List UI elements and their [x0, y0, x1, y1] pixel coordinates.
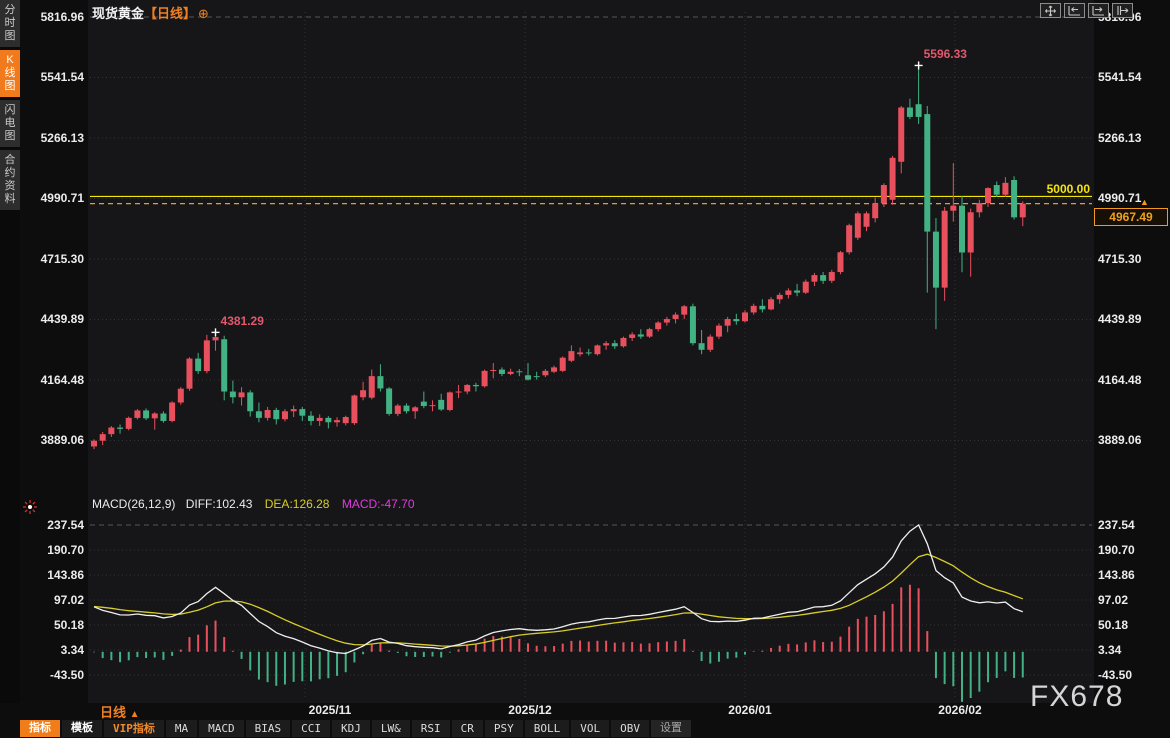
macd-axis-label: -43.50 [49, 667, 84, 682]
toolbar-button-2[interactable]: VIP指标 [104, 720, 164, 737]
resistance-line-label: 5000.00 [1046, 182, 1090, 197]
macd-readout: MACD(26,12,9) DIFF:102.43 DEA:126.28 MAC… [92, 497, 415, 511]
x-axis-label: 2026/01 [728, 703, 772, 717]
price-axis-label: 4439.89 [1098, 312, 1142, 326]
price-axis-label: 3889.06 [40, 433, 84, 447]
macd-axis-label: 190.70 [47, 542, 84, 557]
toolbar-button-8[interactable]: LW& [371, 720, 410, 737]
chevron-up-icon: ▲ [129, 709, 140, 720]
toolbar-button-11[interactable]: PSY [484, 720, 523, 737]
toolbar-button-5[interactable]: BIAS [245, 720, 291, 737]
price-axis-label: 3889.06 [1098, 433, 1142, 447]
pan-icon[interactable] [1040, 3, 1061, 18]
toolbar-button-14[interactable]: OBV [611, 720, 649, 737]
macd-axis-label: 3.34 [1098, 642, 1122, 657]
sidebar-tab-0[interactable]: 分时图 [0, 0, 20, 47]
toolbar-button-0[interactable]: 指标 [20, 720, 60, 737]
price-axis-label: 4439.89 [40, 312, 84, 326]
compress-x-axis-icon[interactable] [1064, 3, 1085, 18]
toolbar-button-7[interactable]: KDJ [332, 720, 370, 737]
last-price-badge: 4967.49 [1094, 207, 1168, 226]
macd-axis-label: -43.50 [1098, 667, 1133, 682]
macd-axis-label: 97.02 [1098, 592, 1129, 607]
macd-axis-label: 237.54 [1098, 517, 1135, 532]
x-axis-label: 2025/12 [508, 703, 552, 717]
toolbar-button-12[interactable]: BOLL [524, 720, 570, 737]
price-axis-label: 4715.30 [40, 251, 84, 266]
add-indicator-icon[interactable]: ⊕ [198, 6, 209, 21]
toolbar-button-15[interactable]: 设置 [651, 720, 691, 737]
annotation-global-high: 5596.33 [923, 47, 967, 62]
price-axis-label: 5816.96 [40, 9, 84, 24]
toolbar-button-3[interactable]: MA [165, 720, 198, 737]
macd-dea-value: DEA:126.28 [264, 497, 330, 511]
price-axis-label: 5266.13 [40, 130, 84, 145]
price-axis-label: 4990.71 [1098, 191, 1142, 205]
macd-axis-label: 50.18 [1098, 617, 1129, 632]
sidebar-tab-3[interactable]: 合约资料 [0, 150, 20, 210]
macd-axis-label: 50.18 [53, 617, 84, 632]
macd-axis-label: 143.86 [47, 567, 84, 582]
price-axis-label: 4990.71 [40, 191, 84, 205]
macd-axis-label: 190.70 [1098, 542, 1135, 557]
macd-axis-label: 143.86 [1098, 567, 1135, 582]
shift-right-icon[interactable] [1112, 3, 1133, 18]
period-selector[interactable]: 日线 ▲ [100, 705, 140, 720]
toolbar-button-4[interactable]: MACD [199, 720, 244, 737]
macd-value: MACD:-47.70 [341, 497, 415, 511]
price-axis-label: 5541.54 [1098, 70, 1142, 84]
macd-axis-label: 237.54 [47, 517, 84, 532]
toolbar-button-6[interactable]: CCI [292, 720, 330, 737]
symbol-name: 现货黄金 [92, 6, 145, 21]
toolbar-button-10[interactable]: CR [451, 720, 483, 737]
price-axis-label: 5541.54 [40, 70, 84, 84]
indicator-toolbar: 指标 模板 VIP指标 MA MACD BIAS CCI KDJ LW& RSI CR PSY BOLL… [20, 720, 693, 738]
chart-tools [1037, 3, 1133, 18]
toolbar-button-9[interactable]: RSI [411, 720, 450, 737]
x-axis-label: 2025/11 [308, 703, 352, 717]
watermark: FX678 [1030, 680, 1124, 713]
toolbar-button-1[interactable]: 模板 [62, 720, 102, 737]
last-price-arrow-icon: ▲ [1140, 196, 1149, 207]
price-axis-label: 4164.48 [40, 372, 84, 387]
annotation-local-high: 4381.29 [220, 314, 264, 329]
price-axis-label: 5266.13 [1098, 130, 1142, 145]
macd-axis-label: 97.02 [53, 592, 84, 607]
expand-x-axis-icon[interactable] [1088, 3, 1109, 18]
x-axis-label: 2026/02 [938, 703, 982, 717]
macd-axis-label: 3.34 [60, 642, 84, 657]
toolbar-button-13[interactable]: VOL [571, 720, 610, 737]
chart-title: 现货黄金【日线】 ⊕ [92, 3, 209, 22]
price-axis-label: 4715.30 [1098, 251, 1142, 266]
price-axis-label: 4164.48 [1098, 372, 1142, 387]
macd-diff-value: DIFF:102.43 [185, 497, 253, 511]
alert-icon[interactable] [22, 499, 38, 520]
macd-params: MACD(26,12,9) [92, 497, 176, 511]
sidebar-tab-2[interactable]: 闪电图 [0, 100, 20, 147]
period-tag: 【日线】 [144, 6, 197, 21]
